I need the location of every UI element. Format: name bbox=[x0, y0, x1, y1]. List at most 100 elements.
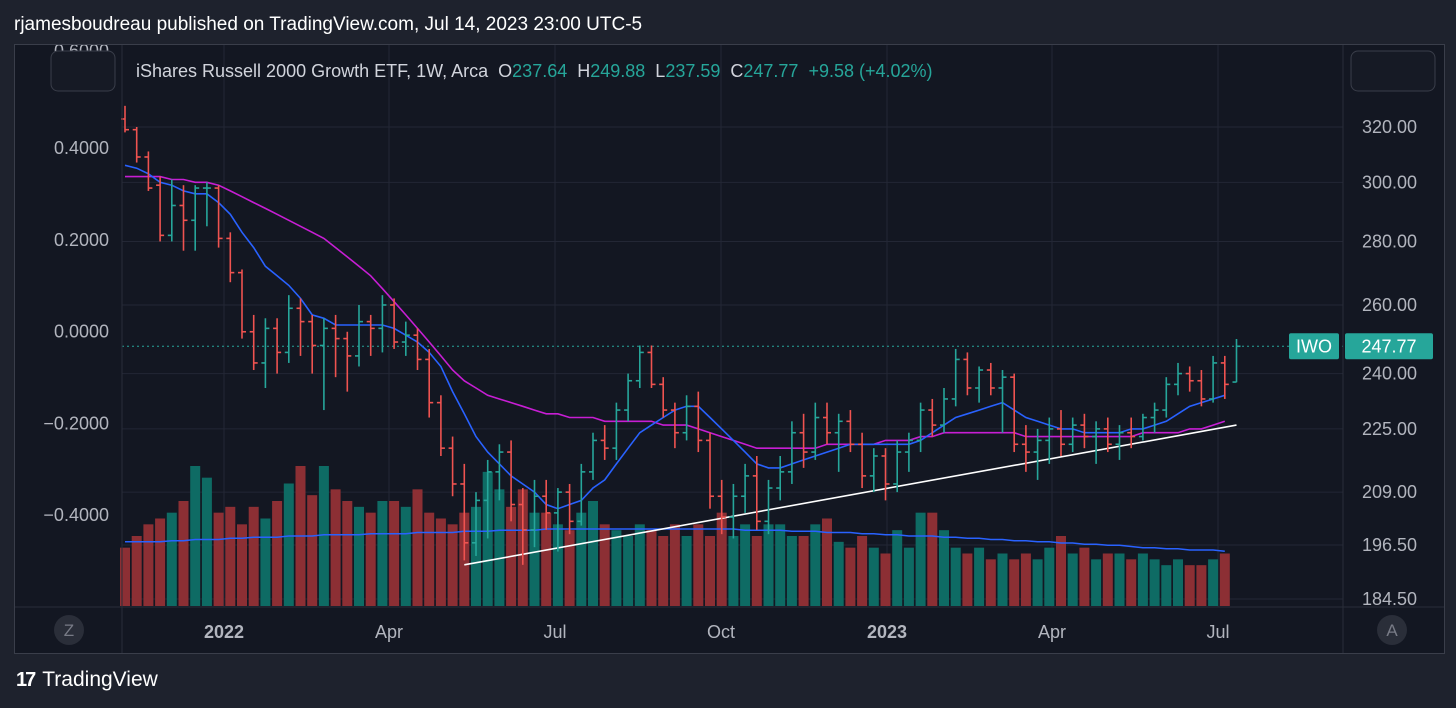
ohlc-bar bbox=[1068, 417, 1077, 453]
volume-bar bbox=[740, 524, 751, 606]
volume-bar bbox=[751, 536, 762, 606]
z-button-label: Z bbox=[64, 621, 74, 640]
volume-bar bbox=[833, 541, 844, 606]
ohlc-bar bbox=[1150, 402, 1159, 433]
z-button-bg bbox=[54, 615, 84, 645]
volume-bar bbox=[412, 489, 423, 606]
volume-bar bbox=[658, 536, 669, 606]
price-tag: 247.77 bbox=[1361, 336, 1416, 356]
volume-bar bbox=[377, 501, 388, 606]
ohlc-bar bbox=[858, 432, 867, 489]
ohlc-bar bbox=[647, 345, 656, 388]
volume-bar bbox=[1032, 559, 1043, 606]
volume-bar bbox=[810, 524, 821, 606]
ohlc-bar bbox=[530, 479, 539, 548]
ohlc-bar bbox=[495, 444, 504, 501]
ohlc-bar bbox=[1033, 428, 1042, 480]
x-axis-tick-label: Jul bbox=[1206, 622, 1229, 642]
ohlc-bar bbox=[296, 298, 305, 356]
ohlc-bar bbox=[963, 352, 972, 396]
ohlc-bar bbox=[565, 483, 574, 535]
volume-bar bbox=[880, 553, 891, 606]
tradingview-logo[interactable]: 17 TradingView bbox=[16, 668, 158, 692]
volume-bar bbox=[342, 501, 353, 606]
ohlc-bar bbox=[776, 455, 785, 501]
volume-bar bbox=[822, 518, 832, 606]
volume-bar bbox=[845, 547, 856, 606]
ohlc-bar bbox=[1209, 355, 1218, 403]
ohlc-bar bbox=[682, 395, 691, 441]
ohlc-bar bbox=[998, 370, 1007, 433]
ohlc-bar bbox=[132, 127, 141, 163]
legend-o-label: O bbox=[498, 61, 512, 81]
ohlc-bar bbox=[659, 377, 668, 418]
ohlc-bar bbox=[144, 151, 153, 191]
ohlc-bar bbox=[589, 432, 597, 480]
tradingview-logo-icon: 17 bbox=[16, 668, 36, 691]
volume-bar bbox=[178, 501, 189, 606]
a-button[interactable]: A bbox=[1377, 615, 1407, 645]
volume-bar bbox=[237, 524, 247, 606]
x-axis-tick-label: Oct bbox=[707, 622, 735, 642]
volume-bar bbox=[1067, 553, 1078, 606]
ohlc-bar bbox=[1021, 425, 1030, 472]
volume-bar bbox=[1149, 559, 1160, 606]
ohlc-bar bbox=[448, 436, 457, 497]
ohlc-bar bbox=[975, 366, 984, 403]
legend: iShares Russell 2000 Growth ETF, 1W, Arc… bbox=[136, 61, 933, 81]
volume-bar bbox=[1126, 559, 1137, 606]
volume-bar bbox=[1009, 559, 1020, 606]
z-button[interactable]: Z bbox=[54, 615, 84, 645]
ohlc-bar bbox=[764, 479, 773, 535]
volume-bar bbox=[716, 512, 727, 606]
ohlc-bar bbox=[1127, 417, 1136, 449]
volume-bar bbox=[1137, 553, 1148, 606]
ohlc-bar bbox=[1220, 355, 1229, 399]
axes: 320.00 300.00 280.00 260.00 240.00 225.00 209.… bbox=[15, 45, 1444, 653]
ohlc-bar bbox=[355, 304, 363, 367]
ohlc-bar bbox=[624, 373, 633, 422]
ohlc-bar bbox=[916, 402, 925, 453]
ohlc-bar bbox=[202, 182, 211, 227]
volume-bar bbox=[798, 536, 809, 606]
volume-bar bbox=[213, 512, 224, 606]
legend-c-label: C bbox=[730, 61, 743, 81]
ohlc-bar bbox=[507, 440, 516, 522]
right-axis-tick-label: 209.00 bbox=[1362, 482, 1417, 502]
chart-frame[interactable]: 320.00 300.00 280.00 260.00 240.00 225.00 209.… bbox=[14, 44, 1445, 654]
volume-bar bbox=[646, 530, 657, 606]
price-chart[interactable]: 320.00 300.00 280.00 260.00 240.00 225.00 209.… bbox=[15, 45, 1444, 653]
volume-bar bbox=[1196, 565, 1207, 606]
volume-bar bbox=[728, 536, 739, 606]
ohlc-bar bbox=[694, 391, 703, 453]
volume-bar bbox=[681, 536, 692, 606]
ohlc-bar bbox=[156, 176, 165, 242]
volume-bar bbox=[541, 512, 552, 606]
volume-bars bbox=[120, 466, 1230, 606]
grid-lines bbox=[122, 45, 1343, 607]
volume-bar bbox=[939, 530, 949, 606]
top-left-box bbox=[50, 50, 116, 92]
ohlc-bar bbox=[378, 295, 387, 353]
ohlc-bar bbox=[577, 463, 586, 526]
legend-line: iShares Russell 2000 Growth ETF, 1W, Arc… bbox=[136, 61, 933, 81]
ohlc-bar bbox=[729, 483, 738, 539]
volume-bar bbox=[1173, 559, 1183, 606]
ohlc-bar bbox=[670, 402, 679, 449]
ohlc-bar bbox=[518, 488, 527, 565]
volume-bar bbox=[494, 489, 505, 606]
ohlc-bar bbox=[612, 402, 621, 460]
volume-bar bbox=[903, 547, 914, 606]
volume-bar bbox=[330, 489, 341, 606]
volume-bar bbox=[915, 512, 926, 606]
volume-bar bbox=[576, 512, 587, 606]
volume-bar bbox=[611, 530, 622, 606]
volume-bar bbox=[985, 559, 996, 606]
ohlc-bar bbox=[834, 413, 843, 472]
ohlc-bar bbox=[1010, 373, 1019, 453]
right-axis-tick-label: 300.00 bbox=[1362, 172, 1417, 192]
ohlc-bar bbox=[799, 413, 808, 468]
volume-bar bbox=[1184, 565, 1195, 606]
legend-c-value: 247.77 bbox=[743, 61, 808, 81]
volume-bar bbox=[482, 471, 493, 606]
